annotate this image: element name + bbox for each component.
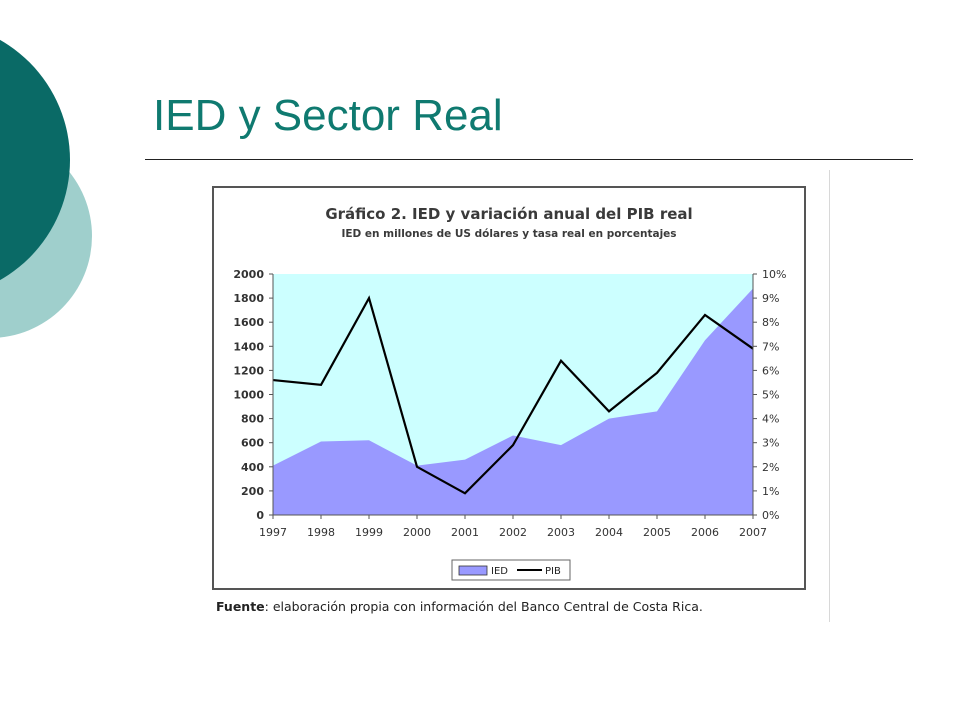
x-tick-label: 2002 bbox=[499, 526, 527, 539]
left-tick-label: 1400 bbox=[233, 340, 264, 353]
x-tick-label: 2000 bbox=[403, 526, 431, 539]
image-edge-line bbox=[829, 170, 830, 622]
x-tick-label: 2004 bbox=[595, 526, 623, 539]
left-tick-label: 800 bbox=[241, 413, 264, 426]
x-tick-label: 2006 bbox=[691, 526, 719, 539]
ied-pib-chart: Gráfico 2. IED y variación anual del PIB… bbox=[233, 205, 786, 581]
right-tick-label: 9% bbox=[762, 292, 779, 305]
left-tick-label: 1000 bbox=[233, 389, 264, 402]
right-tick-label: 2% bbox=[762, 461, 779, 474]
x-tick-label: 2003 bbox=[547, 526, 575, 539]
left-tick-label: 1800 bbox=[233, 292, 264, 305]
right-tick-label: 8% bbox=[762, 316, 779, 329]
title-divider bbox=[145, 159, 913, 160]
left-tick-label: 1200 bbox=[233, 364, 264, 377]
dark-circle bbox=[0, 39, 70, 281]
x-tick-label: 2005 bbox=[643, 526, 671, 539]
pib-line bbox=[272, 295, 754, 495]
legend-ied-swatch bbox=[458, 565, 488, 576]
source-label: Fuente bbox=[216, 599, 265, 614]
x-tick-label: 1997 bbox=[259, 526, 287, 539]
source-note: Fuente: elaboración propia con informaci… bbox=[216, 599, 703, 614]
decorative-circles bbox=[0, 39, 92, 338]
legend-pib-label: PIB bbox=[545, 566, 561, 577]
x-tick-label: 2001 bbox=[451, 526, 479, 539]
x-tick-label: 1999 bbox=[355, 526, 383, 539]
left-tick-label: 2000 bbox=[233, 268, 264, 281]
chart-subtitle: IED en millones de US dólares y tasa rea… bbox=[341, 228, 676, 240]
right-tick-label: 1% bbox=[762, 485, 779, 498]
ied-area bbox=[273, 288, 753, 515]
x-tick-label: 1998 bbox=[307, 526, 335, 539]
left-tick-label: 600 bbox=[241, 437, 264, 450]
plot-area bbox=[272, 274, 754, 515]
right-tick-label: 7% bbox=[762, 340, 779, 353]
right-tick-label: 5% bbox=[762, 389, 779, 402]
right-tick-label: 6% bbox=[762, 364, 779, 377]
legend: IED PIB bbox=[451, 559, 571, 581]
right-tick-label: 0% bbox=[762, 509, 779, 522]
slide-title: IED y Sector Real bbox=[153, 91, 503, 140]
right-tick-label: 10% bbox=[762, 268, 786, 281]
left-tick-label: 400 bbox=[241, 461, 264, 474]
left-tick-label: 200 bbox=[241, 485, 264, 498]
x-tick-label: 2007 bbox=[739, 526, 767, 539]
right-tick-label: 3% bbox=[762, 437, 779, 450]
source-text: : elaboración propia con información del… bbox=[264, 599, 703, 614]
left-tick-label: 1600 bbox=[233, 316, 264, 329]
axes: 0 200 400 600 800 1000 1200 1400 1600 1800 2000 0% 1… bbox=[233, 268, 786, 539]
left-tick-label: 0 bbox=[256, 509, 264, 522]
chart-title: Gráfico 2. IED y variación anual del PIB… bbox=[325, 205, 692, 223]
legend-ied-label: IED bbox=[491, 566, 508, 577]
right-tick-label: 4% bbox=[762, 413, 779, 426]
